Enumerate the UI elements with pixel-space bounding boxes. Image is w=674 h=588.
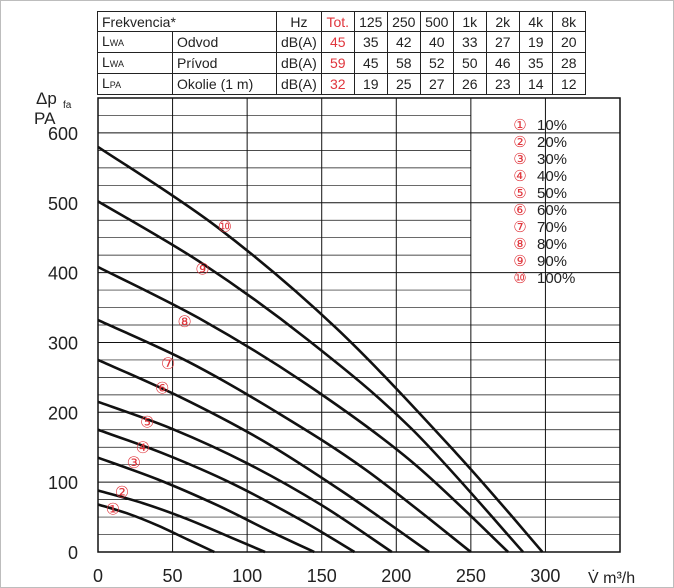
- table-cell: 25: [386, 73, 421, 95]
- curve-marker-3: ③: [127, 455, 141, 472]
- series-line-9: [97, 200, 525, 553]
- curve-marker-9: ⑨: [195, 262, 209, 279]
- series-line-4: [97, 428, 356, 554]
- curve-marker-1: ①: [106, 501, 120, 518]
- row-symbol: LWA: [97, 31, 173, 53]
- x-tick-label: 150: [307, 566, 337, 586]
- table-row: LPA Okolie (1 m) dB(A) 32 19 25 27 26 23…: [97, 73, 586, 95]
- legend-marker: ②: [513, 134, 526, 151]
- curve-marker-10: ⑩: [218, 219, 232, 236]
- table-cell: 35: [353, 31, 388, 53]
- row-symbol: LPA: [97, 73, 173, 95]
- y-tick-label: 0: [68, 543, 78, 563]
- legend-marker: ④: [513, 168, 526, 185]
- legend-marker: ⑧: [513, 236, 526, 253]
- legend-marker: ⑦: [513, 219, 526, 236]
- legend-label: 30%: [537, 151, 567, 168]
- table-cell: 52: [419, 52, 454, 74]
- legend-marker: ⑥: [513, 202, 526, 219]
- x-tick-label: 250: [456, 566, 486, 586]
- y-tick-label: 200: [48, 403, 78, 423]
- series-line-1: [97, 503, 215, 554]
- x-axis-label: V̇ m³/h: [588, 569, 635, 587]
- x-tick-label: 300: [530, 566, 560, 586]
- curve-marker-2: ②: [115, 485, 129, 502]
- y-tick-label: 400: [48, 264, 78, 284]
- unit-header: Hz: [276, 11, 322, 32]
- legend-label: 60%: [537, 202, 567, 219]
- legend-label: 20%: [537, 134, 567, 151]
- legend-label: 50%: [537, 185, 567, 202]
- y-tick-label: 600: [48, 124, 78, 144]
- legend-label: 10%: [537, 117, 567, 134]
- x-tick-label: 50: [163, 566, 183, 586]
- series-line-7: [97, 318, 472, 554]
- x-tick-label: 100: [232, 566, 262, 586]
- curve-marker-6: ⑥: [155, 380, 169, 397]
- y-axis-label: Δp: [36, 89, 57, 108]
- curve-marker-8: ⑧: [177, 314, 191, 331]
- chart-curves: [97, 145, 544, 554]
- y-tick-label: 300: [48, 333, 78, 353]
- table-cell: 40: [419, 31, 454, 53]
- legend-marker: ⑩: [513, 270, 526, 287]
- table-cell: 20: [551, 31, 586, 53]
- table-cell: 35: [518, 52, 553, 74]
- freq-header: 500: [419, 11, 454, 32]
- chart-markers: ①② ③④ ⑤ ⑥ ⑦ ⑧ ⑨ ⑩: [106, 219, 232, 518]
- row-name: Odvod: [172, 31, 277, 53]
- legend-marker: ①: [513, 117, 526, 134]
- row-unit: dB(A): [276, 31, 322, 53]
- y-axis-label-subscript: fa: [63, 100, 72, 111]
- legend-marker: ⑨: [513, 253, 526, 270]
- series-line-3: [97, 456, 315, 554]
- y-axis-unit: PA: [34, 109, 56, 128]
- x-tick-label: 200: [381, 566, 411, 586]
- legend-label: 40%: [537, 168, 567, 185]
- y-tick-label: 500: [48, 194, 78, 214]
- table-cell: 33: [452, 31, 487, 53]
- x-tick-label: 0: [93, 566, 103, 586]
- noise-table: Frekvencia* Hz Tot. 125 250 500 1k 2k 4k…: [97, 11, 586, 95]
- table-header-row: Frekvencia* Hz Tot. 125 250 500 1k 2k 4k…: [97, 11, 586, 32]
- curve-marker-4: ④: [136, 440, 150, 457]
- table-cell: 27: [419, 73, 454, 95]
- row-unit: dB(A): [276, 73, 322, 95]
- table-cell: 45: [353, 52, 388, 74]
- chart-legend: ① 10% ② 20% ③ 30% ④ 40% ⑤ 50% ⑥ 60% ⑦ 70% ⑧ 80% ⑨ 90% ⑩ 100…: [513, 117, 575, 287]
- legend-label: 80%: [537, 236, 567, 253]
- series-line-10: [97, 145, 544, 553]
- y-tick-label: 100: [48, 473, 78, 493]
- row-name: Okolie (1 m): [172, 73, 277, 95]
- series-line-8: [97, 265, 510, 553]
- legend-label: 70%: [537, 219, 567, 236]
- series-line-5: [97, 400, 393, 554]
- table-cell: 12: [551, 73, 586, 95]
- freq-header: 8k: [551, 11, 586, 32]
- series-line-2: [97, 489, 266, 554]
- legend-marker: ③: [513, 151, 526, 168]
- table-cell: 26: [452, 73, 487, 95]
- curve-marker-5: ⑤: [140, 415, 154, 432]
- table-cell: 19: [353, 73, 388, 95]
- legend-marker: ⑤: [513, 185, 526, 202]
- table-cell: 28: [551, 52, 586, 74]
- curve-marker-7: ⑦: [161, 356, 175, 373]
- legend-label: 90%: [537, 253, 567, 270]
- series-line-6: [97, 358, 430, 554]
- freq-header: 250: [386, 11, 421, 32]
- chart-grid: [97, 97, 621, 553]
- table-row: LWA Prívod dB(A) 59 45 58 52 50 46 35 28: [97, 52, 586, 74]
- table-row: LWA Odvod dB(A) 45 35 42 40 33 27 19 20: [97, 31, 586, 53]
- table-cell: 46: [485, 52, 520, 74]
- legend-label: 100%: [537, 270, 575, 287]
- chart-ticks: 0 50 100 150 200 250 300 0 100 200 300 400 500 600: [48, 124, 560, 586]
